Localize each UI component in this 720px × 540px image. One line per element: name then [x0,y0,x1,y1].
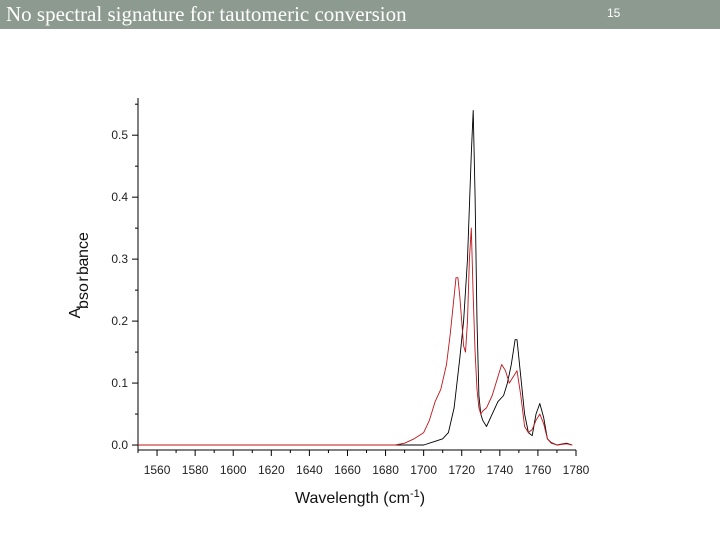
y-axis-title-letter: n [75,249,92,258]
x-tick-label: 1740 [486,463,513,477]
y-axis-title-letter: a [75,257,92,266]
x-tick-label: 1780 [563,463,590,477]
x-axis-title: Wavelength (cm-1) [295,488,425,507]
y-axis-title-letter: e [75,232,92,241]
y-axis-title-letter: A [67,307,84,318]
y-axis: 0.0 0.1 0.2 0.3 0.4 0.5 [111,98,139,452]
x-tick-label: 1620 [258,463,285,477]
x-axis-title-main: Wavelength (cm [295,490,410,507]
y-tick-label: 0.0 [111,438,128,452]
y-axis-title-letter: o [75,283,92,292]
y-axis-title-letter: b [75,266,92,275]
y-tick-label: 0.5 [111,128,128,142]
y-tick-label: 0.2 [111,314,128,328]
y-axis-title-letter: c [75,241,92,249]
y-tick-label: 0.4 [111,190,128,204]
y-axis-title-letter: b [75,300,92,309]
x-tick-label: 1720 [448,463,475,477]
title-bar [0,0,720,29]
x-tick-label: 1760 [525,463,552,477]
series-line-1 [138,109,573,446]
y-axis-title: AbsorbanceAbsorbance [67,232,92,318]
series [138,109,573,446]
y-tick-label: 0.1 [111,376,128,390]
y-axis-title-letter: s [75,292,92,300]
series-line-2 [138,227,573,446]
x-axis: 1560 1580 1600 1620 1640 1660 1680 1700 1720 1740… [137,449,590,477]
x-tick-label: 1600 [220,463,247,477]
y-axis-title-letter: r [75,276,92,282]
x-axis-title-suffix: ) [420,490,425,507]
x-tick-label: 1680 [372,463,399,477]
slide-title: No spectral signature for tautomeric con… [6,2,407,26]
x-tick-label: 1640 [296,463,323,477]
x-tick-label: 1560 [144,463,171,477]
y-tick-label: 0.3 [111,252,128,266]
x-tick-label: 1580 [182,463,209,477]
x-tick-label: 1660 [334,463,361,477]
x-axis-title-superscript: -1 [410,488,420,500]
slide-number: 15 [607,6,621,20]
x-tick-label: 1700 [410,463,437,477]
